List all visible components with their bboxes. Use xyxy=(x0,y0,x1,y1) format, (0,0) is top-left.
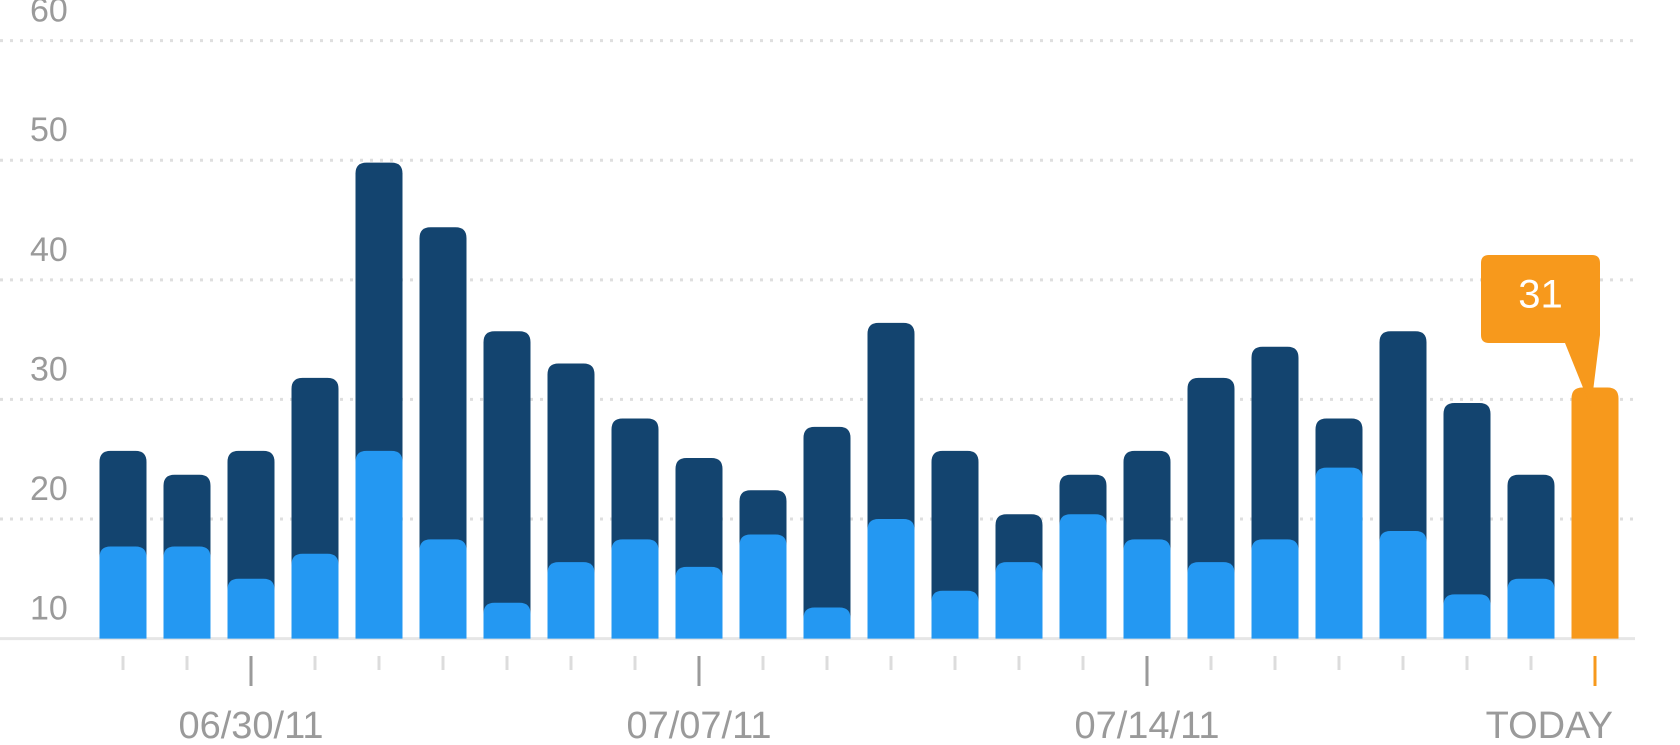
bar-segment xyxy=(1571,611,1619,639)
bar-segment xyxy=(1443,403,1491,607)
bar-segment xyxy=(675,566,723,639)
bar-segment xyxy=(291,553,339,639)
bar-segment xyxy=(483,331,531,615)
grid: 10 20 30 40 50 60 06/30/11 07/07/11 07/14/11 TODA… xyxy=(0,0,1635,745)
callout-label: 31 xyxy=(1518,273,1563,317)
bar-segment xyxy=(611,418,659,552)
bar-segment xyxy=(675,458,723,579)
bar-segment xyxy=(1251,539,1299,639)
bar-segment xyxy=(99,450,147,559)
bar-segment xyxy=(867,322,915,532)
bar-segment xyxy=(1187,562,1235,639)
bar-segment xyxy=(1379,530,1427,639)
bar-segment xyxy=(99,546,147,639)
bar-segment xyxy=(1059,474,1107,527)
bar-segment xyxy=(291,377,339,566)
bar-segment xyxy=(227,578,275,639)
x-tick-label: TODAY xyxy=(1486,705,1613,745)
bar-segment xyxy=(419,539,467,639)
bar-segment xyxy=(1059,514,1107,639)
y-tick-label: 30 xyxy=(30,350,68,388)
bar-segment xyxy=(1507,474,1555,591)
y-tick-label: 10 xyxy=(30,590,68,628)
bar-segment xyxy=(739,534,787,639)
y-tick-label: 40 xyxy=(30,231,68,269)
callout xyxy=(1481,255,1600,408)
bar-segment xyxy=(1251,346,1299,552)
bar-segment xyxy=(1507,578,1555,639)
bar-segment xyxy=(547,562,595,639)
bar-segment xyxy=(803,607,851,639)
bar-segment xyxy=(611,539,659,639)
bar-segment xyxy=(483,602,531,639)
x-tick-label: 07/07/11 xyxy=(626,705,771,745)
bar-segment xyxy=(931,590,979,639)
bar-segment xyxy=(355,162,403,463)
bar-segment xyxy=(1187,377,1235,575)
bar-segment xyxy=(931,450,979,603)
bar-segment xyxy=(803,426,851,620)
bar-segment xyxy=(739,490,787,547)
bar-segment xyxy=(995,514,1043,575)
bar-segment xyxy=(1571,387,1619,624)
bar-segment xyxy=(1443,594,1491,639)
bar-segment xyxy=(1315,418,1363,480)
bar-segment xyxy=(547,363,595,575)
bar-segment xyxy=(1123,450,1171,552)
bar-segment xyxy=(419,227,467,552)
y-tick-label: 60 xyxy=(30,0,68,30)
bar-segment xyxy=(163,474,211,559)
annotation: 31 xyxy=(1481,255,1600,408)
bar-segment xyxy=(355,450,403,639)
y-tick-label: 50 xyxy=(30,111,68,149)
bar-segment xyxy=(1315,467,1363,639)
bar-segment xyxy=(227,450,275,591)
bar-segment xyxy=(1379,331,1427,543)
x-tick-label: 07/14/11 xyxy=(1074,705,1219,745)
x-tick-label: 06/30/11 xyxy=(178,705,323,745)
bar-segment xyxy=(1123,539,1171,639)
bars xyxy=(99,162,1619,639)
bar-segment xyxy=(995,562,1043,639)
y-tick-label: 20 xyxy=(30,470,68,508)
bar-segment xyxy=(867,519,915,639)
bar-segment xyxy=(163,546,211,639)
